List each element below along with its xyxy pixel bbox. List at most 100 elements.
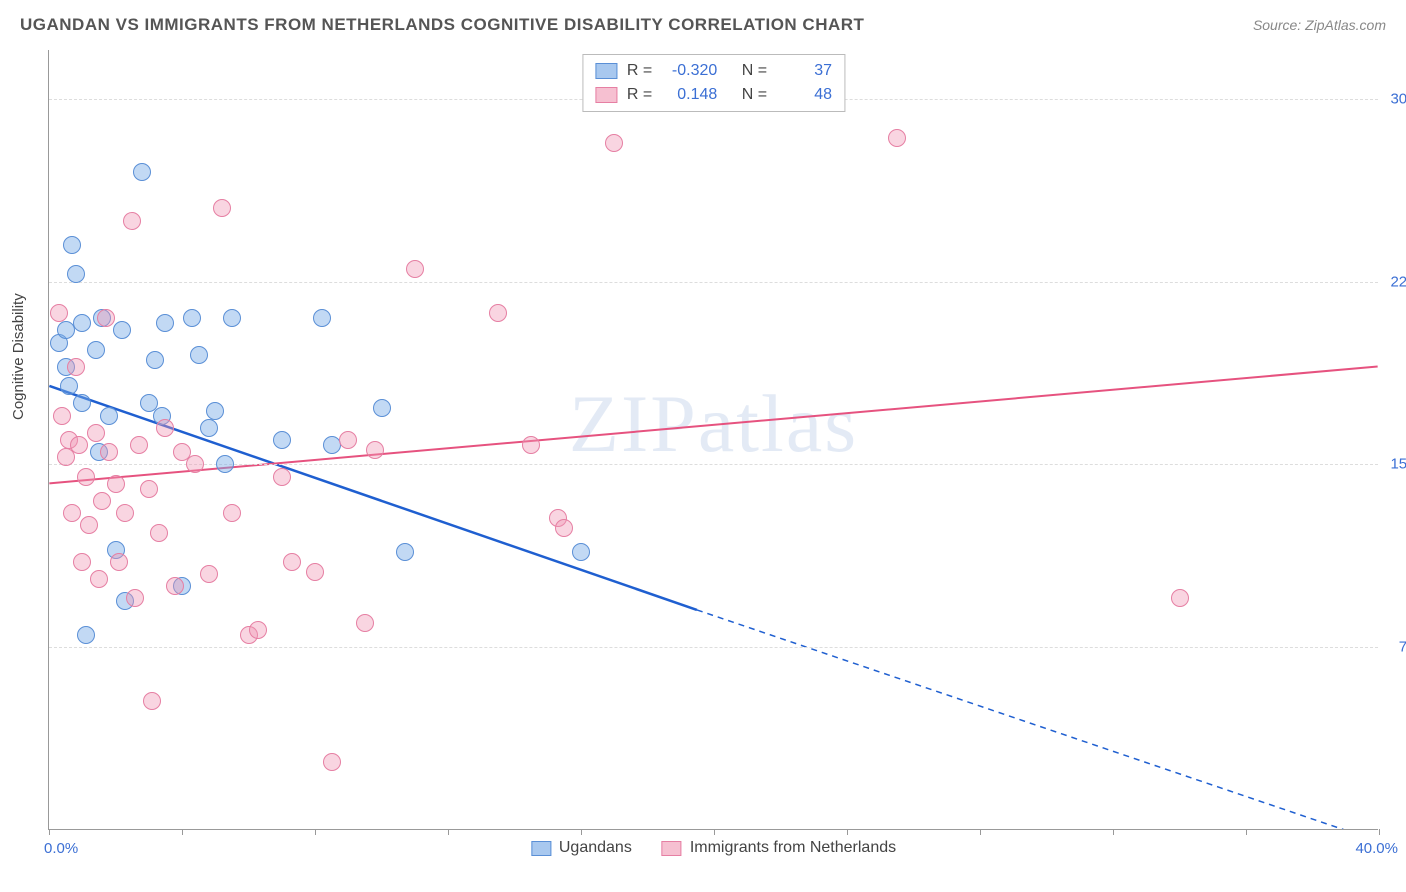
ytick-label: 15.0%	[1383, 456, 1406, 473]
legend-n-value-1: 48	[777, 83, 832, 107]
data-point	[70, 436, 88, 454]
legend-row-netherlands: R = 0.148 N = 48	[595, 83, 832, 107]
data-point	[223, 504, 241, 522]
data-point	[213, 199, 231, 217]
data-point	[63, 504, 81, 522]
data-point	[133, 163, 151, 181]
legend-n-value-0: 37	[777, 59, 832, 83]
data-point	[366, 441, 384, 459]
legend-n-label: N =	[742, 83, 767, 107]
chart-header: UGANDAN VS IMMIGRANTS FROM NETHERLANDS C…	[0, 0, 1406, 40]
data-point	[156, 314, 174, 332]
legend-r-value-1: 0.148	[662, 83, 717, 107]
data-point	[67, 265, 85, 283]
ytick-label: 30.0%	[1383, 90, 1406, 107]
legend-r-label: R =	[627, 83, 652, 107]
data-point	[273, 431, 291, 449]
data-point	[130, 436, 148, 454]
data-point	[87, 424, 105, 442]
y-axis-label: Cognitive Disability	[10, 293, 27, 420]
watermark-text: ZIPatlas	[569, 377, 858, 471]
data-point	[93, 492, 111, 510]
data-point	[140, 480, 158, 498]
xtick	[581, 829, 582, 835]
ytick-label: 7.5%	[1383, 639, 1406, 656]
data-point	[67, 358, 85, 376]
xtick	[847, 829, 848, 835]
gridline	[49, 464, 1378, 465]
data-point	[166, 577, 184, 595]
data-point	[200, 419, 218, 437]
data-point	[1171, 589, 1189, 607]
xtick	[315, 829, 316, 835]
xtick	[1113, 829, 1114, 835]
data-point	[339, 431, 357, 449]
correlation-legend: R = -0.320 N = 37 R = 0.148 N = 48	[582, 54, 845, 112]
data-point	[80, 516, 98, 534]
data-point	[150, 524, 168, 542]
series-legend: Ugandans Immigrants from Netherlands	[531, 839, 896, 857]
data-point	[110, 553, 128, 571]
data-point	[273, 468, 291, 486]
gridline	[49, 647, 1378, 648]
data-point	[186, 455, 204, 473]
data-point	[77, 626, 95, 644]
data-point	[572, 543, 590, 561]
x-min-label: 0.0%	[44, 840, 78, 857]
legend-item-netherlands: Immigrants from Netherlands	[662, 839, 896, 857]
gridline	[49, 282, 1378, 283]
data-point	[190, 346, 208, 364]
data-point	[146, 351, 164, 369]
data-point	[313, 309, 331, 327]
data-point	[90, 570, 108, 588]
data-point	[323, 753, 341, 771]
data-point	[323, 436, 341, 454]
legend-swatch-pink	[662, 841, 682, 856]
data-point	[63, 236, 81, 254]
data-point	[73, 553, 91, 571]
ytick-label: 22.5%	[1383, 273, 1406, 290]
legend-swatch-pink	[595, 87, 617, 103]
legend-label-0: Ugandans	[559, 839, 632, 857]
data-point	[406, 260, 424, 278]
xtick	[980, 829, 981, 835]
data-point	[77, 468, 95, 486]
x-max-label: 40.0%	[1355, 840, 1398, 857]
data-point	[97, 309, 115, 327]
data-point	[156, 419, 174, 437]
scatter-chart: ZIPatlas R = -0.320 N = 37 R = 0.148 N =…	[48, 50, 1378, 830]
xtick	[49, 829, 50, 835]
xtick	[714, 829, 715, 835]
data-point	[87, 341, 105, 359]
data-point	[206, 402, 224, 420]
data-point	[183, 309, 201, 327]
xtick	[448, 829, 449, 835]
data-point	[107, 475, 125, 493]
xtick	[1246, 829, 1247, 835]
legend-r-value-0: -0.320	[662, 59, 717, 83]
legend-label-1: Immigrants from Netherlands	[690, 839, 896, 857]
legend-swatch-blue	[531, 841, 551, 856]
data-point	[489, 304, 507, 322]
data-point	[73, 394, 91, 412]
data-point	[53, 407, 71, 425]
data-point	[123, 212, 141, 230]
chart-title: UGANDAN VS IMMIGRANTS FROM NETHERLANDS C…	[20, 15, 864, 35]
legend-n-label: N =	[742, 59, 767, 83]
regression-lines	[49, 50, 1378, 829]
data-point	[113, 321, 131, 339]
data-point	[116, 504, 134, 522]
xtick	[1379, 829, 1380, 835]
data-point	[50, 304, 68, 322]
data-point	[888, 129, 906, 147]
data-point	[143, 692, 161, 710]
xtick	[182, 829, 183, 835]
data-point	[373, 399, 391, 417]
data-point	[126, 589, 144, 607]
data-point	[57, 321, 75, 339]
data-point	[356, 614, 374, 632]
data-point	[605, 134, 623, 152]
legend-swatch-blue	[595, 63, 617, 79]
data-point	[223, 309, 241, 327]
chart-source: Source: ZipAtlas.com	[1253, 17, 1386, 33]
